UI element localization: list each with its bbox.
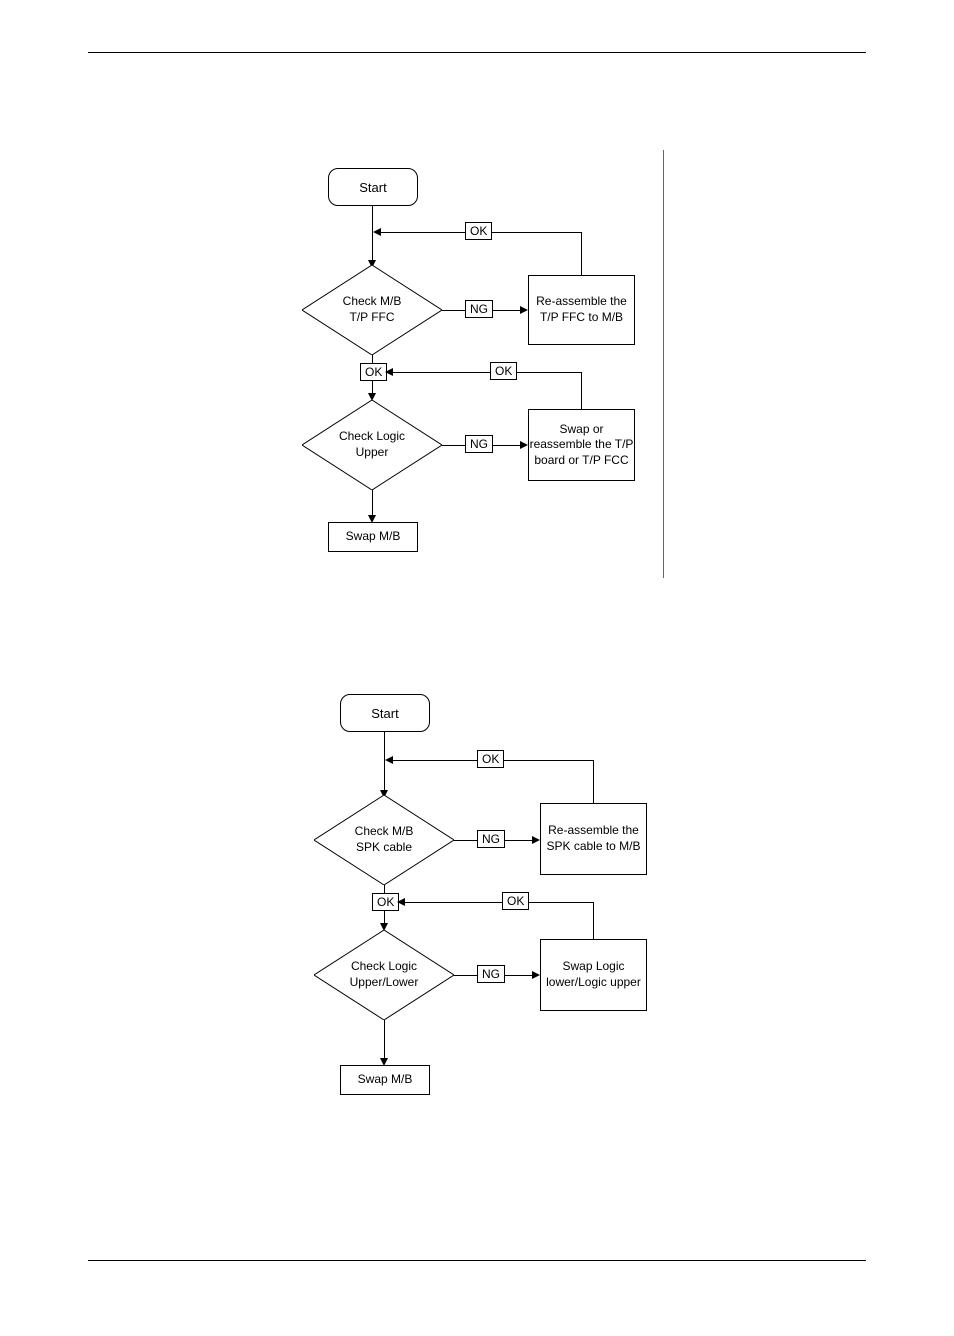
start-label: Start — [371, 706, 398, 721]
connector — [581, 372, 582, 409]
process-label: Swap or reassemble the T/P board or T/P … — [529, 422, 634, 469]
process-reassemble-tp-ffc: Re-assemble the T/P FFC to M/B — [528, 275, 635, 345]
ng-label: NG — [465, 435, 493, 453]
arrow-icon — [373, 228, 381, 236]
end-label: Swap M/B — [358, 1072, 413, 1088]
decision-check-mb-tp-ffc: Check M/BT/P FFC — [302, 265, 442, 355]
connector — [581, 232, 582, 275]
process-reassemble-spk: Re-assemble the SPK cable to M/B — [540, 803, 647, 875]
ok-label: OK — [372, 893, 399, 911]
ok-label: OK — [502, 892, 529, 910]
end-label: Swap M/B — [346, 529, 401, 545]
ok-label: OK — [360, 363, 387, 381]
end-swap-mb: Swap M/B — [340, 1065, 430, 1095]
connector — [393, 372, 582, 373]
decision-check-mb-spk: Check M/BSPK cable — [314, 795, 454, 885]
connector — [593, 902, 594, 939]
arrow-icon — [385, 756, 393, 764]
arrow-icon — [532, 836, 540, 844]
vertical-divider — [663, 150, 664, 578]
page: Start OK Check M/BT/P FFC NG Re-assemble… — [0, 0, 954, 1336]
end-swap-mb: Swap M/B — [328, 522, 418, 552]
arrow-icon — [520, 441, 528, 449]
start-label: Start — [359, 180, 386, 195]
decision-label: Check M/BT/P FFC — [343, 294, 402, 325]
ok-label: OK — [490, 362, 517, 380]
decision-check-logic-upper-lower: Check LogicUpper/Lower — [314, 930, 454, 1020]
ok-label: OK — [465, 222, 492, 240]
bottom-rule — [88, 1260, 866, 1261]
connector — [372, 490, 373, 517]
ng-label: NG — [477, 965, 505, 983]
process-swap-logic: Swap Logic lower/Logic upper — [540, 939, 647, 1011]
decision-label: Check LogicUpper — [339, 429, 405, 460]
process-label: Re-assemble the SPK cable to M/B — [541, 823, 646, 854]
arrow-icon — [532, 971, 540, 979]
arrow-icon — [385, 368, 393, 376]
process-swap-tp-board: Swap or reassemble the T/P board or T/P … — [528, 409, 635, 481]
connector — [384, 1020, 385, 1060]
start-node: Start — [328, 168, 418, 206]
ng-label: NG — [465, 300, 493, 318]
arrow-icon — [397, 898, 405, 906]
process-label: Re-assemble the T/P FFC to M/B — [529, 294, 634, 325]
decision-label: Check M/BSPK cable — [355, 824, 414, 855]
top-rule — [88, 52, 866, 53]
decision-label: Check LogicUpper/Lower — [350, 959, 419, 990]
ok-label: OK — [477, 750, 504, 768]
ng-label: NG — [477, 830, 505, 848]
decision-check-logic-upper: Check LogicUpper — [302, 400, 442, 490]
arrow-icon — [520, 306, 528, 314]
start-node: Start — [340, 694, 430, 732]
connector — [405, 902, 594, 903]
connector — [593, 760, 594, 803]
process-label: Swap Logic lower/Logic upper — [541, 959, 646, 990]
